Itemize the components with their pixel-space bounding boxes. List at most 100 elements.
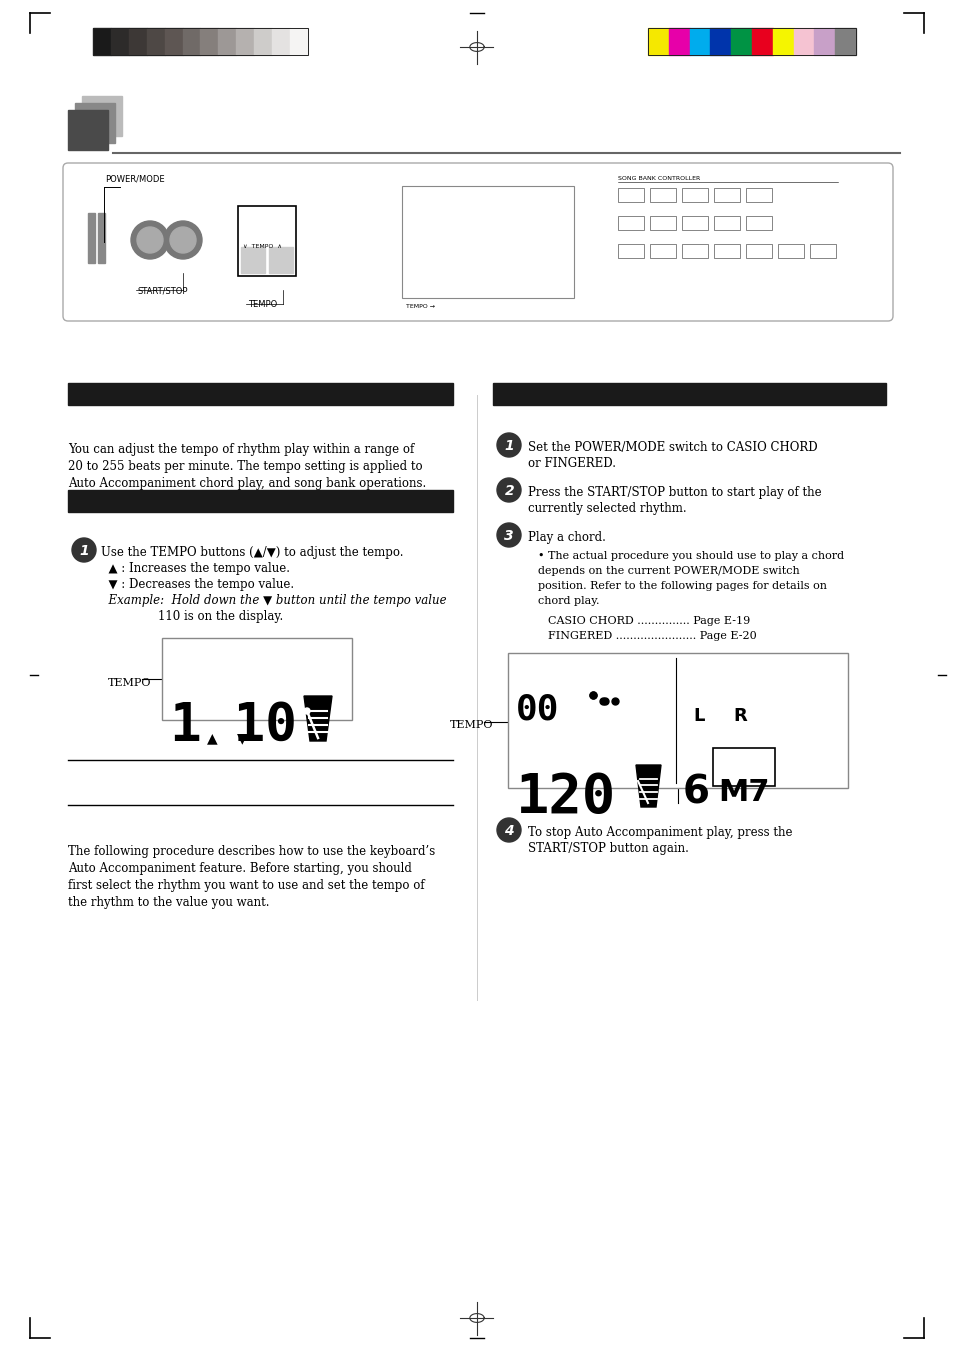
Text: 1 10: 1 10	[170, 700, 296, 753]
Circle shape	[71, 538, 96, 562]
Text: 00: 00	[516, 693, 558, 727]
FancyBboxPatch shape	[63, 163, 892, 322]
Text: currently selected rhythm.: currently selected rhythm.	[527, 503, 686, 515]
Bar	[713, 216, 740, 230]
Circle shape	[497, 817, 520, 842]
Text: You can adjust the tempo of rhythm play within a range of: You can adjust the tempo of rhythm play …	[68, 443, 414, 457]
Circle shape	[497, 434, 520, 457]
Bar	[162, 638, 352, 720]
Text: 1: 1	[504, 439, 514, 453]
Bar	[772, 28, 793, 55]
Bar	[493, 382, 885, 405]
Bar	[710, 28, 730, 55]
Bar	[668, 28, 689, 55]
Bar	[147, 28, 165, 55]
Text: M7: M7	[718, 778, 769, 807]
Bar	[218, 28, 236, 55]
Text: ∨  TEMPO  ∧: ∨ TEMPO ∧	[243, 245, 282, 249]
Text: the rhythm to the value you want.: the rhythm to the value you want.	[68, 896, 269, 909]
Bar	[713, 188, 740, 203]
Bar	[618, 216, 643, 230]
Text: Use the TEMPO buttons (▲/▼) to adjust the tempo.: Use the TEMPO buttons (▲/▼) to adjust th…	[101, 546, 403, 559]
Text: ▼: ▼	[236, 731, 247, 744]
Text: The following procedure describes how to use the keyboard’s: The following procedure describes how to…	[68, 844, 435, 858]
Bar	[745, 188, 771, 203]
Bar	[200, 28, 218, 55]
Text: Auto Accompaniment chord play, and song bank operations.: Auto Accompaniment chord play, and song …	[68, 477, 426, 490]
Bar	[647, 28, 855, 55]
Text: position. Refer to the following pages for details on: position. Refer to the following pages f…	[537, 581, 826, 590]
Bar	[92, 28, 308, 55]
Text: START/STOP: START/STOP	[138, 286, 189, 295]
Bar	[165, 28, 182, 55]
Text: FINGERED ....................... Page E-20: FINGERED ....................... Page E-…	[547, 631, 756, 640]
Bar	[712, 748, 774, 786]
Text: • The actual procedure you should use to play a chord: • The actual procedure you should use to…	[537, 551, 843, 561]
Circle shape	[304, 708, 310, 713]
Bar	[98, 213, 105, 263]
Text: POWER/MODE: POWER/MODE	[105, 176, 165, 184]
Bar	[269, 247, 293, 273]
Bar	[254, 28, 272, 55]
Text: L: L	[692, 707, 703, 725]
Bar	[111, 28, 129, 55]
Text: R: R	[732, 707, 746, 725]
Bar	[793, 28, 814, 55]
Bar	[68, 490, 453, 512]
Bar	[745, 216, 771, 230]
Bar	[681, 216, 707, 230]
Text: 1: 1	[79, 544, 89, 558]
Bar	[809, 245, 835, 258]
Text: 6: 6	[682, 773, 709, 811]
Circle shape	[137, 227, 163, 253]
Text: 4: 4	[504, 824, 514, 838]
Bar	[814, 28, 834, 55]
Text: TEMPO →: TEMPO →	[406, 304, 435, 309]
Text: 20 to 255 beats per minute. The tempo setting is applied to: 20 to 255 beats per minute. The tempo se…	[68, 459, 422, 473]
Bar	[68, 109, 108, 150]
Text: To stop Auto Accompaniment play, press the: To stop Auto Accompaniment play, press t…	[527, 825, 792, 839]
Text: 120: 120	[516, 771, 616, 824]
Circle shape	[164, 222, 202, 259]
Text: Example:  Hold down the ▼ button until the tempo value: Example: Hold down the ▼ button until th…	[101, 594, 446, 607]
Bar	[730, 28, 751, 55]
Circle shape	[131, 222, 169, 259]
Text: TEMPO: TEMPO	[248, 300, 277, 309]
Polygon shape	[304, 696, 332, 740]
Bar	[649, 216, 676, 230]
Text: ▲ : Increases the tempo value.: ▲ : Increases the tempo value.	[101, 562, 290, 576]
Text: 3: 3	[504, 530, 514, 543]
Text: 2: 2	[504, 484, 514, 499]
Text: ▼ : Decreases the tempo value.: ▼ : Decreases the tempo value.	[101, 578, 294, 590]
Bar	[649, 188, 676, 203]
Bar	[778, 245, 803, 258]
Bar	[290, 28, 308, 55]
Text: Auto Accompaniment feature. Before starting, you should: Auto Accompaniment feature. Before start…	[68, 862, 412, 875]
Circle shape	[170, 227, 195, 253]
Text: first select the rhythm you want to use and set the tempo of: first select the rhythm you want to use …	[68, 880, 424, 892]
Text: ▲: ▲	[207, 731, 217, 744]
Bar	[129, 28, 147, 55]
Bar	[647, 28, 668, 55]
Text: chord play.: chord play.	[537, 596, 598, 607]
Text: TEMPO: TEMPO	[108, 678, 152, 688]
Text: START/STOP button again.: START/STOP button again.	[527, 842, 688, 855]
Text: CASIO CHORD ............... Page E-19: CASIO CHORD ............... Page E-19	[547, 616, 749, 626]
Bar	[689, 28, 710, 55]
Bar	[182, 28, 200, 55]
Bar	[681, 245, 707, 258]
Bar	[237, 205, 295, 276]
Bar	[713, 245, 740, 258]
Bar	[834, 28, 855, 55]
Text: Play a chord.: Play a chord.	[527, 531, 605, 544]
Bar	[68, 382, 453, 405]
Bar	[82, 96, 122, 136]
Bar	[681, 188, 707, 203]
Text: Press the START/STOP button to start play of the: Press the START/STOP button to start pla…	[527, 486, 821, 499]
Text: SONG BANK CONTROLLER: SONG BANK CONTROLLER	[618, 176, 700, 181]
Polygon shape	[636, 765, 660, 807]
Text: Set the POWER/MODE switch to CASIO CHORD: Set the POWER/MODE switch to CASIO CHORD	[527, 440, 817, 454]
Bar	[745, 245, 771, 258]
Bar	[751, 28, 772, 55]
Text: TEMPO: TEMPO	[450, 720, 493, 731]
